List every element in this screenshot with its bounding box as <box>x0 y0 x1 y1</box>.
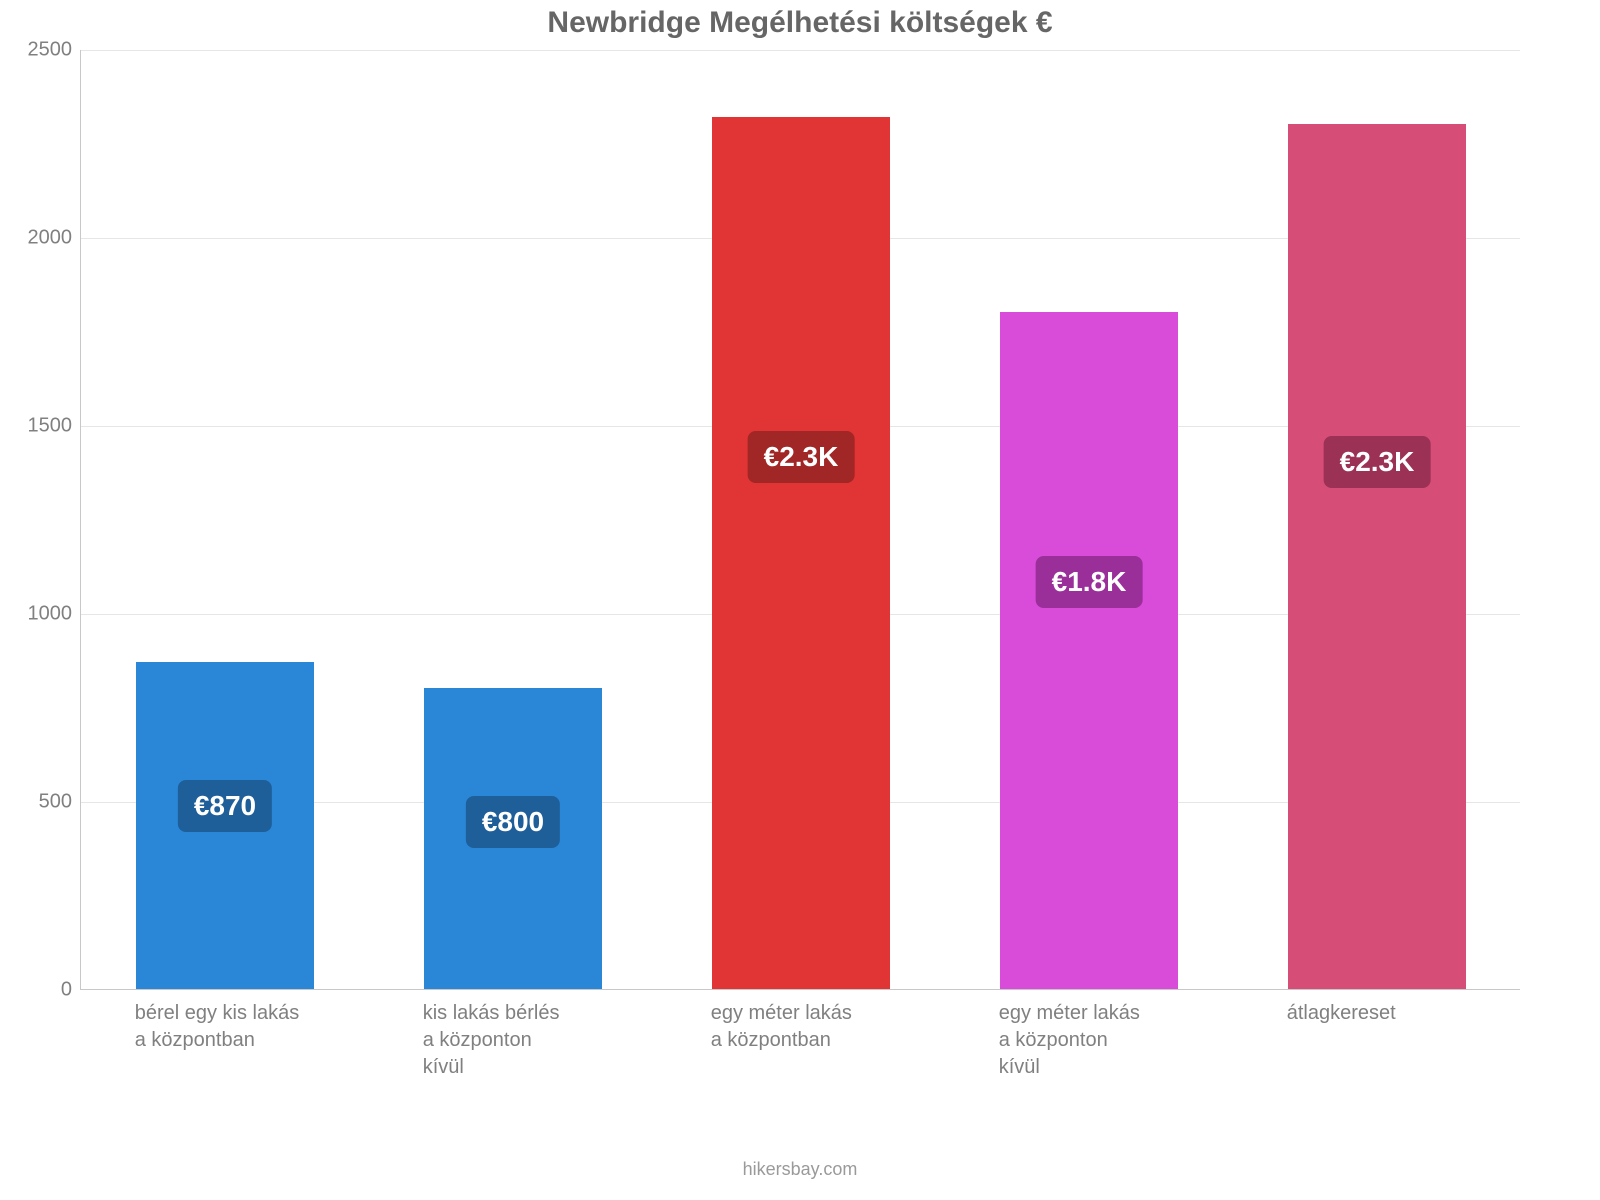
x-category-label: átlagkereset <box>1287 1000 1466 1027</box>
bar-value-badge: €2.3K <box>1324 436 1431 488</box>
bar-value-badge: €1.8K <box>1036 556 1143 608</box>
y-tick-label: 1500 <box>0 415 72 438</box>
x-axis-labels: bérel egy kis lakás a központban kis laká… <box>80 1000 1520 1150</box>
y-tick-label: 0 <box>0 979 72 1002</box>
x-category-label: egy méter lakás a központban <box>711 1000 890 1054</box>
bar-value-badge: €870 <box>178 780 272 832</box>
x-category-label: bérel egy kis lakás a központban <box>135 1000 314 1054</box>
bar: €2.3K <box>712 117 891 989</box>
credit-text: hikersbay.com <box>0 1159 1600 1180</box>
y-tick-label: 1000 <box>0 603 72 626</box>
bar-value-badge: €800 <box>466 796 560 848</box>
chart-title: Newbridge Megélhetési költségek € <box>0 6 1600 40</box>
cost-of-living-chart: Newbridge Megélhetési költségek € 0 500 10… <box>0 0 1600 1200</box>
y-tick-label: 2500 <box>0 39 72 62</box>
y-tick-label: 2000 <box>0 227 72 250</box>
bar: €870 <box>136 662 315 989</box>
bar-value-badge: €2.3K <box>748 431 855 483</box>
bar: €800 <box>424 688 603 989</box>
bar: €2.3K <box>1288 124 1467 989</box>
x-category-label: egy méter lakás a központon kívül <box>999 1000 1178 1081</box>
plot-area: €870 €800 €2.3K €1.8K €2.3K <box>80 50 1520 990</box>
x-category-label: kis lakás bérlés a központon kívül <box>423 1000 602 1081</box>
bar: €1.8K <box>1000 312 1179 989</box>
gridline <box>81 50 1520 51</box>
y-tick-label: 500 <box>0 791 72 814</box>
